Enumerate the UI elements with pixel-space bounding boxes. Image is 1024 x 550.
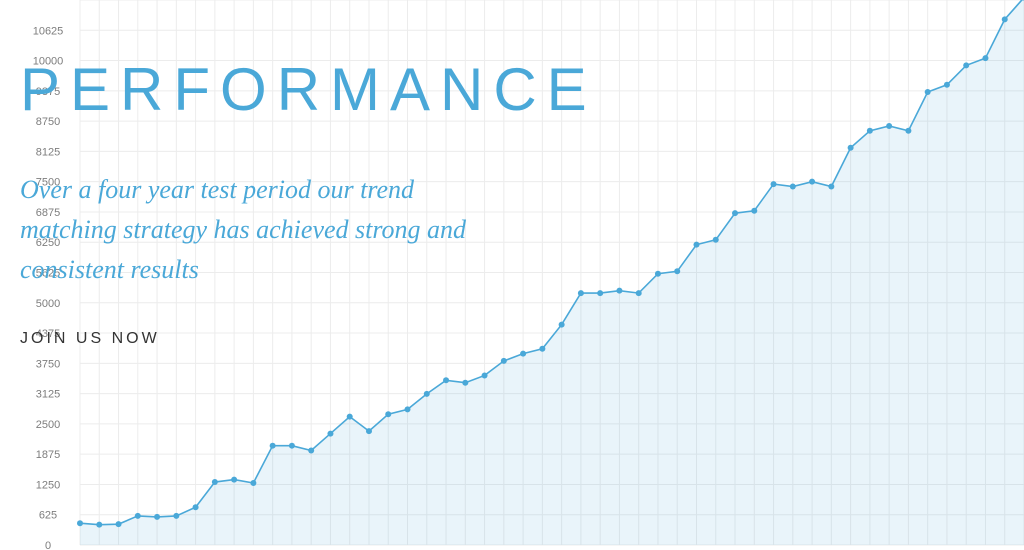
svg-text:8125: 8125 — [36, 146, 60, 158]
section-subtitle: Over a four year test period our trend m… — [20, 170, 480, 290]
svg-text:3750: 3750 — [36, 358, 60, 370]
svg-text:3125: 3125 — [36, 389, 60, 401]
svg-text:1875: 1875 — [36, 449, 60, 461]
svg-text:625: 625 — [39, 510, 57, 522]
svg-text:0: 0 — [45, 540, 51, 550]
svg-text:2500: 2500 — [36, 419, 60, 431]
svg-text:1250: 1250 — [36, 479, 60, 491]
svg-text:10625: 10625 — [33, 25, 64, 37]
join-us-link[interactable]: JOIN US NOW — [20, 330, 160, 348]
svg-text:5000: 5000 — [36, 298, 60, 310]
section-title: PERFORMANCE — [20, 55, 597, 124]
